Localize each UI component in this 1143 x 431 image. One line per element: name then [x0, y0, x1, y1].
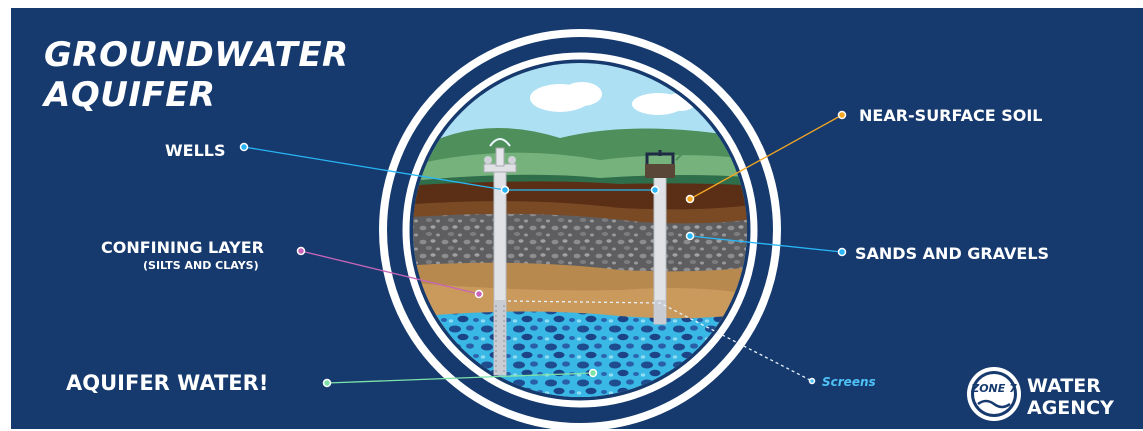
- screens-leader: [507, 300, 813, 382]
- label-screens: Screens: [822, 375, 876, 389]
- aquifer-leader: [326, 372, 594, 384]
- sands-leader: [689, 235, 843, 253]
- well-right: [645, 150, 683, 325]
- label-confining-layer: CONFINING LAYER: [101, 238, 264, 257]
- title-line-2: AQUIFER: [44, 75, 216, 115]
- zone7-logo-icon: ZONE 7: [967, 367, 1021, 421]
- label-wells: WELLS: [165, 141, 226, 160]
- leader-dots: [239, 110, 847, 388]
- logo-text-water: WATER: [1027, 375, 1101, 397]
- title-line-1: GROUNDWATER: [44, 35, 349, 75]
- outer-ring: [379, 29, 781, 431]
- label-near-surface-soil: NEAR-SURFACE SOIL: [859, 106, 1043, 125]
- confining-leader: [300, 250, 480, 295]
- soil-leader: [689, 114, 843, 200]
- label-sands-gravels: SANDS AND GRAVELS: [855, 244, 1050, 263]
- logo-badge-text: ZONE 7: [970, 382, 1017, 395]
- pump-housing: [645, 164, 675, 178]
- label-aquifer-water: AQUIFER WATER!: [66, 371, 269, 395]
- inner-ring: [402, 52, 758, 408]
- logo-text-agency: AGENCY: [1027, 397, 1114, 419]
- label-confining-sub: (SILTS AND CLAYS): [143, 259, 259, 272]
- well-left: [483, 138, 517, 376]
